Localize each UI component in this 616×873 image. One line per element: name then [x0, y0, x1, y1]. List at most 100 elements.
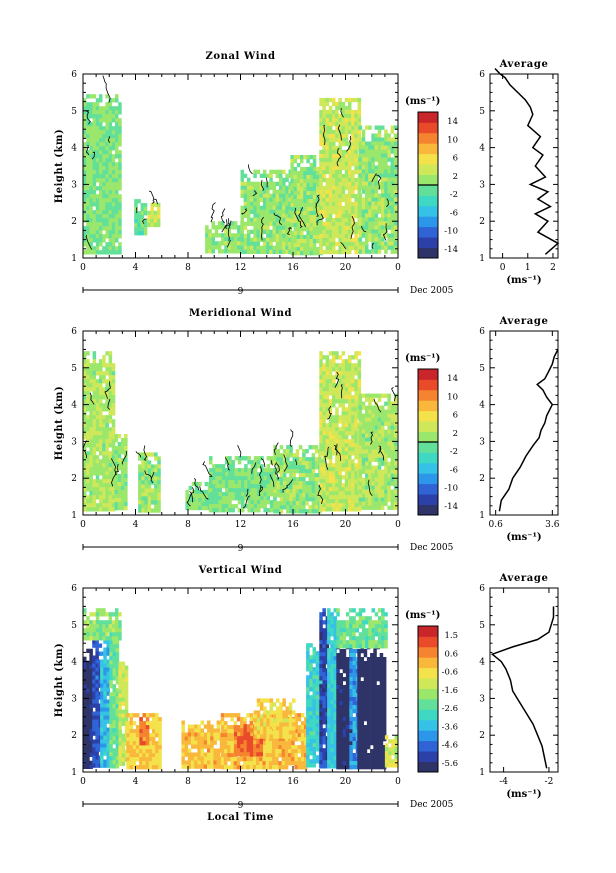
field-cell	[118, 741, 122, 746]
field-cell	[338, 375, 342, 380]
field-cell	[106, 763, 110, 768]
field-cell	[361, 185, 366, 190]
field-cell	[117, 490, 122, 495]
field-cell	[132, 729, 137, 734]
field-cell	[246, 181, 251, 186]
field-cell	[368, 393, 372, 398]
field-cell	[300, 235, 304, 240]
field-cell	[154, 500, 158, 505]
field-cell	[151, 761, 156, 766]
field-cell	[89, 383, 93, 388]
field-cell	[344, 479, 349, 484]
field-cell	[221, 504, 226, 509]
field-cell	[341, 121, 346, 127]
field-cell	[332, 193, 336, 199]
field-cell	[387, 449, 391, 454]
field-cell	[83, 740, 87, 745]
field-cell	[102, 415, 106, 420]
field-cell	[338, 459, 342, 464]
field-cell	[325, 233, 330, 239]
field-cell	[95, 367, 100, 372]
contour-line	[273, 212, 283, 225]
field-cell	[111, 130, 116, 135]
field-cell	[328, 499, 333, 504]
field-cell	[341, 399, 346, 404]
contour-line	[334, 371, 340, 388]
field-block	[185, 481, 212, 511]
average-x-tick-label: 3.6	[545, 520, 560, 530]
field-cell	[311, 477, 316, 482]
x-tick-label: 16	[287, 520, 299, 530]
field-cell	[289, 505, 293, 510]
field-cell	[354, 205, 358, 211]
field-cell	[361, 393, 366, 398]
field-cell	[351, 411, 355, 416]
field-cell	[384, 409, 388, 414]
field-cell	[314, 457, 319, 462]
field-cell	[225, 476, 229, 481]
field-cell	[95, 415, 100, 420]
field-cell	[335, 455, 339, 460]
field-cell	[99, 471, 103, 476]
field-cell	[319, 375, 323, 380]
field-cell	[314, 449, 319, 454]
field-cell	[374, 141, 379, 146]
field-cell	[86, 463, 90, 468]
field-cell	[325, 427, 330, 432]
field-cell	[348, 503, 352, 508]
field-cell	[244, 468, 248, 473]
field-cell	[319, 121, 323, 127]
field-cell	[243, 189, 248, 194]
field-cell	[328, 137, 333, 143]
field-cell	[351, 459, 355, 464]
field-cell	[118, 693, 122, 698]
field-cell	[272, 185, 276, 190]
field-cell	[335, 157, 339, 163]
field-cell	[138, 496, 142, 501]
field-cell	[158, 741, 162, 746]
field-cell	[368, 153, 372, 158]
field-cell	[354, 161, 358, 167]
field-cell	[215, 492, 219, 497]
field-cell	[209, 504, 213, 509]
colorbar-swatch	[418, 153, 438, 165]
field-cell	[374, 221, 379, 226]
field-cell	[371, 165, 375, 170]
field-cell	[95, 639, 99, 644]
field-cell	[302, 469, 306, 474]
field-cell	[354, 455, 358, 460]
field-cell	[139, 717, 143, 722]
field-cell	[384, 165, 388, 170]
field-cell	[204, 489, 209, 495]
field-cell	[154, 472, 158, 477]
field-cell	[147, 476, 152, 481]
field-cell	[109, 680, 113, 685]
field-cell	[105, 222, 109, 227]
field-cell	[111, 166, 116, 171]
contour-line	[224, 457, 231, 471]
field-cell	[95, 399, 100, 404]
field-cell	[354, 245, 358, 251]
field-cell	[86, 479, 90, 484]
field-cell	[111, 126, 116, 131]
field-cell	[371, 185, 375, 190]
field-cell	[351, 399, 355, 404]
field-cell	[142, 737, 147, 742]
field-cell	[105, 459, 109, 464]
field-cell	[105, 491, 109, 496]
field-cell	[256, 249, 260, 254]
field-cell	[118, 701, 122, 706]
field-cell	[86, 242, 90, 247]
field-cell	[348, 367, 352, 372]
field-cell	[105, 214, 109, 219]
field-cell	[387, 473, 391, 478]
field-cell	[319, 415, 323, 420]
field-cell	[115, 210, 119, 215]
field-cell	[325, 367, 330, 372]
field-cell	[361, 181, 366, 186]
field-cell	[83, 383, 87, 388]
field-cell	[311, 485, 316, 490]
field-cell	[322, 169, 326, 175]
field-cell	[100, 671, 104, 676]
field-cell	[92, 675, 96, 680]
